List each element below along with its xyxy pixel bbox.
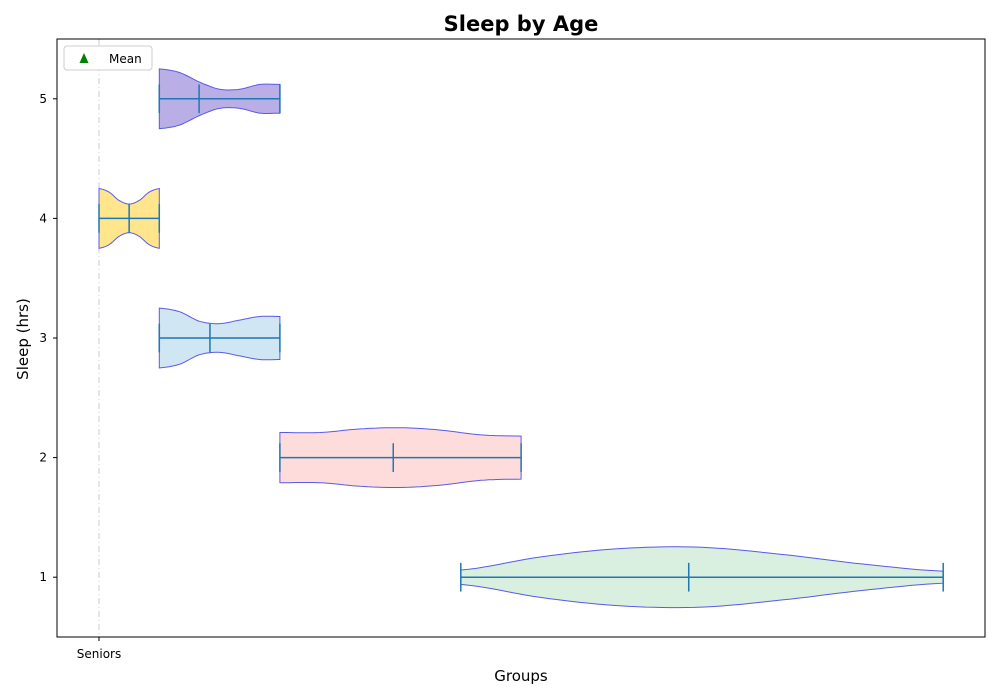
x-axis-label: Groups: [494, 667, 548, 685]
chart-title: Sleep by Age: [444, 12, 599, 36]
y-tick-label: 5: [39, 92, 47, 106]
y-tick-label: 3: [39, 331, 47, 345]
x-tick-label: Seniors: [77, 647, 121, 661]
legend: Mean: [64, 46, 152, 70]
y-axis-label: Sleep (hrs): [14, 298, 32, 380]
y-tick-label: 2: [39, 451, 47, 465]
y-tick-label: 1: [39, 570, 47, 584]
violin-2: [280, 428, 521, 488]
legend-label-mean: Mean: [109, 52, 142, 66]
y-tick-label: 4: [39, 211, 47, 225]
